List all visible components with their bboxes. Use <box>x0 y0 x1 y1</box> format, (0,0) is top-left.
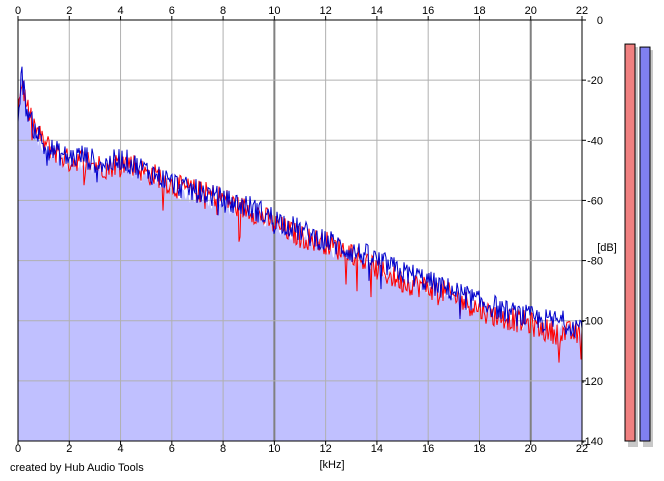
x-tick-label-bottom: 8 <box>220 443 226 455</box>
x-tick-label-bottom: 0 <box>15 443 21 455</box>
y-tick-label: -100 <box>581 316 603 328</box>
x-tick-label-top: 18 <box>473 5 485 17</box>
x-tick-label-bottom: 20 <box>525 443 537 455</box>
plot-frame <box>17 19 583 442</box>
y-tick-label: -60 <box>587 195 603 207</box>
level-meters <box>624 43 653 448</box>
spectrum-fill <box>18 78 582 441</box>
x-tick-label-top: 20 <box>525 5 537 17</box>
x-tick-label-bottom: 22 <box>576 443 588 455</box>
y-tick-label: -140 <box>581 436 603 448</box>
y-axis-label: [dB] <box>597 242 617 254</box>
chart-series-layer <box>17 66 583 363</box>
x-tick-label-top: 8 <box>220 5 226 17</box>
credit-text: created by Hub Audio Tools <box>10 462 144 474</box>
y-tick-label: 0 <box>597 15 603 27</box>
series-line-red <box>17 81 583 363</box>
chart-axes: 002244668810101212141416161818202022220-… <box>15 5 603 455</box>
x-tick-label-bottom: 4 <box>117 443 123 455</box>
y-tick-label: -80 <box>587 256 603 268</box>
x-tick-label-top: 14 <box>371 5 383 17</box>
y-tick-label: -120 <box>581 376 603 388</box>
x-tick-label-bottom: 12 <box>320 443 332 455</box>
x-tick-label-top: 10 <box>268 5 280 17</box>
x-tick-label-top: 6 <box>169 5 175 17</box>
x-tick-label-bottom: 2 <box>66 443 72 455</box>
x-tick-label-bottom: 6 <box>169 443 175 455</box>
x-tick-label-top: 16 <box>422 5 434 17</box>
x-tick-label-top: 4 <box>117 5 123 17</box>
right-level-meter <box>639 46 651 442</box>
series-line-blue <box>17 66 583 339</box>
x-tick-label-top: 12 <box>320 5 332 17</box>
x-tick-label-top: 2 <box>66 5 72 17</box>
x-tick-label-top: 22 <box>576 5 588 17</box>
x-tick-label-bottom: 18 <box>473 443 485 455</box>
left-level-meter <box>624 43 636 442</box>
x-tick-label-bottom: 16 <box>422 443 434 455</box>
y-tick-label: -40 <box>587 135 603 147</box>
x-tick-label-top: 0 <box>15 5 21 17</box>
x-tick-label-bottom: 14 <box>371 443 383 455</box>
spectrum-fill-area <box>18 78 582 441</box>
y-tick-label: -20 <box>587 75 603 87</box>
x-axis-label: [kHz] <box>319 459 344 471</box>
x-tick-label-bottom: 10 <box>268 443 280 455</box>
